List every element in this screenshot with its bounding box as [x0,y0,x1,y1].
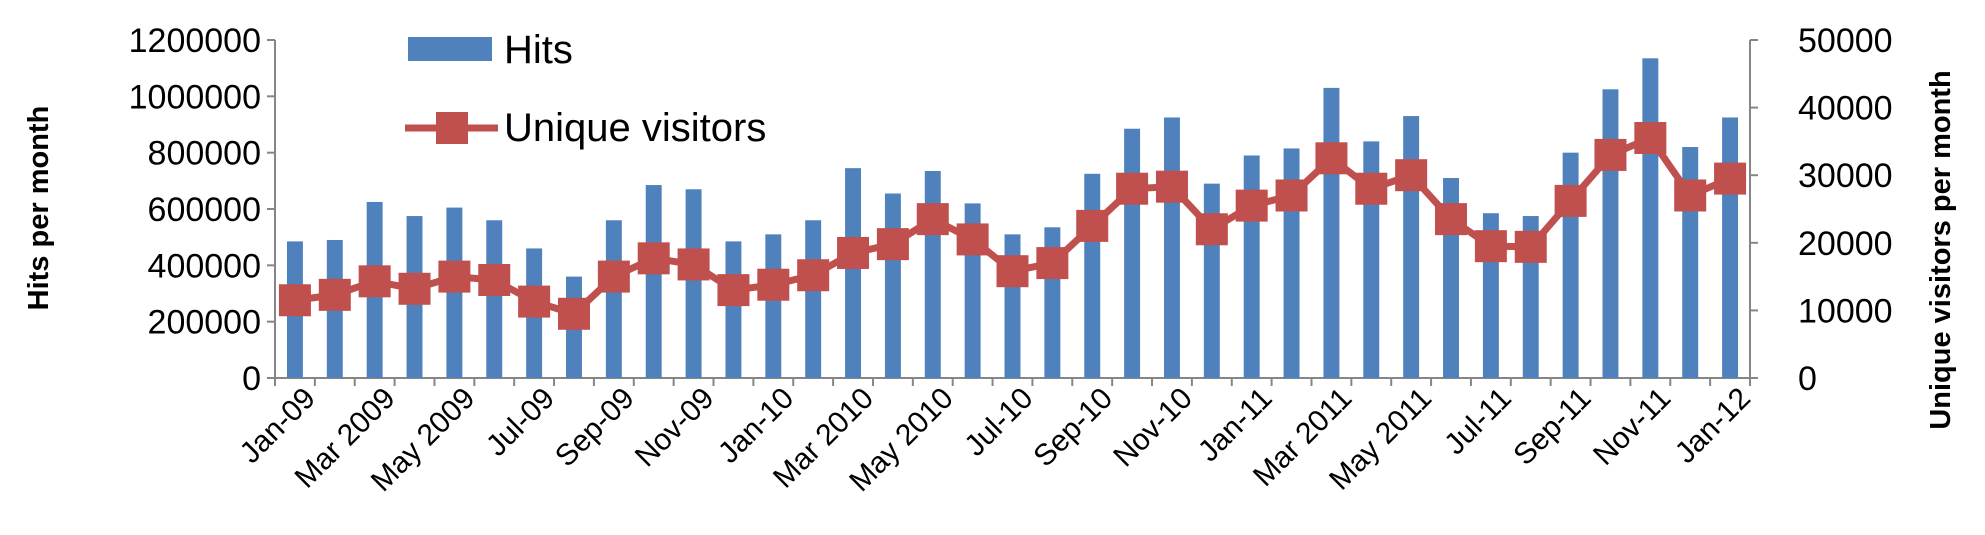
marker-unique-visitors [597,260,630,293]
x-tick-label: Nov-10 [1107,382,1199,474]
left-tick-label: 200000 [148,304,261,342]
marker-unique-visitors [438,260,471,293]
left-tick-label: 1200000 [129,22,261,60]
legend: Hits Unique visitors [405,28,766,150]
marker-unique-visitors [318,278,351,311]
marker-unique-visitors [677,248,710,281]
left-tick-label: 1000000 [129,78,261,116]
right-axis-title: Unique visitors per month [1925,70,1957,429]
bar-hits [725,241,742,378]
right-tick-label: 20000 [1798,225,1893,263]
marker-unique-visitors [1594,138,1627,171]
bar-hits [1403,116,1420,379]
marker-unique-visitors [956,223,989,256]
marker-unique-visitors [1355,172,1388,205]
marker-unique-visitors [1634,122,1667,155]
marker-unique-visitors [1674,179,1707,212]
bar-hits [1203,183,1220,378]
legend-label-unique-visitors: Unique visitors [504,106,766,150]
bar-hits [1323,87,1340,378]
left-tick-label: 800000 [148,135,261,173]
bar-hits [1602,89,1619,379]
marker-unique-visitors [757,268,790,301]
line-series-unique-visitors [278,122,1747,330]
bar-hits [645,185,662,378]
marker-unique-visitors [1076,209,1109,242]
right-tick-label: 50000 [1798,22,1893,60]
marker-unique-visitors [1315,142,1348,175]
marker-unique-visitors [1235,189,1268,222]
marker-unique-visitors [1474,230,1507,263]
bar-hits [685,189,702,378]
x-tick-label: Jul-11 [1438,382,1518,462]
marker-unique-visitors [398,272,431,305]
marker-unique-visitors [1395,159,1428,192]
legend-swatch-hits [408,37,492,61]
x-tick-label: Nov-11 [1587,382,1677,472]
marker-unique-visitors [637,242,670,275]
marker-unique-visitors [1514,230,1547,263]
marker-unique-visitors [478,263,511,296]
marker-unique-visitors [1714,162,1747,195]
marker-unique-visitors [1554,184,1587,217]
legend-label-hits: Hits [504,28,573,72]
bar-hits [1163,117,1180,378]
left-tick-label: 400000 [148,247,261,285]
marker-unique-visitors [358,265,391,298]
bar-hits [805,220,822,378]
bar-hits [605,220,622,378]
marker-unique-visitors [557,297,590,330]
legend-marker-unique-visitors [436,112,468,144]
marker-unique-visitors [518,285,551,318]
x-tick-label: Sep-09 [549,382,641,474]
bar-hits [1722,117,1739,378]
marker-unique-visitors [1195,213,1228,246]
marker-unique-visitors [1275,179,1308,212]
bar-hits [446,207,463,378]
bar-hits [845,168,862,378]
bar-hits [486,220,503,378]
x-tick-label: Sep-11 [1507,382,1597,472]
bar-hits [1084,173,1101,378]
marker-unique-visitors [717,274,750,307]
left-axis-title: Hits per month [23,106,55,311]
x-tick-label: Nov-09 [629,382,721,474]
x-tick-label: Jan-12 [1669,382,1757,470]
right-tick-label: 40000 [1798,90,1893,128]
marker-unique-visitors [797,259,830,292]
marker-unique-visitors [996,255,1029,288]
bar-hits [924,170,941,378]
bar-hits [1124,128,1141,378]
marker-unique-visitors [1155,170,1188,203]
left-axis-title-group: Hits per month [23,106,55,311]
marker-unique-visitors [916,203,949,236]
marker-unique-visitors [1435,203,1468,236]
bar-hits [1243,155,1260,378]
bar-hits [884,193,901,378]
marker-unique-visitors [876,228,909,261]
marker-unique-visitors [837,236,870,269]
bar-hits [1642,58,1659,378]
marker-unique-visitors [1036,247,1069,280]
right-axis-title-group: Unique visitors per month [1925,70,1957,429]
left-tick-label: 600000 [148,191,261,229]
right-tick-label: 10000 [1798,292,1893,330]
right-tick-label: 30000 [1798,157,1893,195]
marker-unique-visitors [278,284,311,317]
left-tick-label: 0 [242,360,261,398]
x-tick-label: Sep-10 [1027,382,1119,474]
marker-unique-visitors [1116,172,1149,205]
right-tick-label: 0 [1798,360,1817,398]
bar-hits [765,234,782,378]
